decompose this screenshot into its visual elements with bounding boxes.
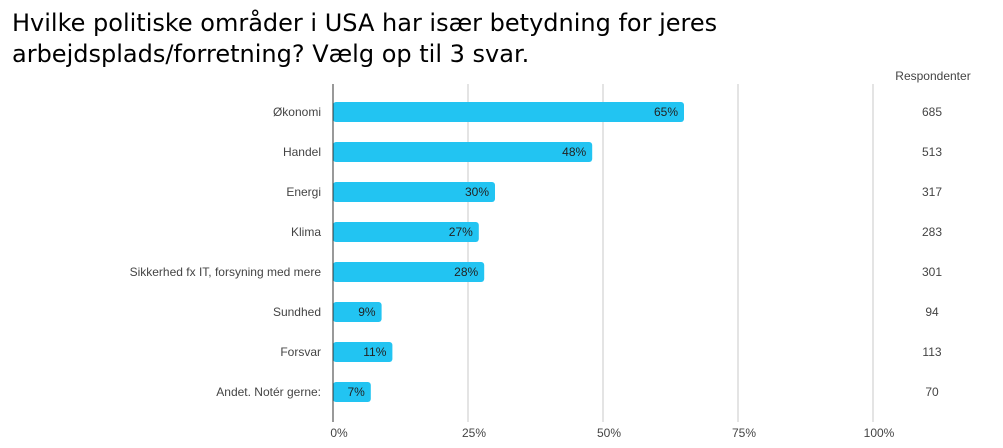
category-label-7: Andet. Notér gerne: — [216, 385, 321, 399]
respondents-value-6: 113 — [922, 345, 941, 359]
bar-2 — [333, 182, 495, 202]
bar-1 — [333, 142, 593, 162]
respondents-value-1: 513 — [922, 145, 942, 159]
respondents-value-2: 317 — [922, 185, 942, 199]
data-label-3: 27% — [449, 225, 473, 239]
data-label-0: 65% — [654, 105, 678, 119]
x-tick-label-0: 0% — [330, 426, 348, 440]
category-label-3: Klima — [291, 225, 321, 239]
data-label-1: 48% — [562, 145, 586, 159]
data-label-4: 28% — [454, 265, 478, 279]
category-label-4: Sikkerhed fx IT, forsyning med mere — [130, 265, 322, 279]
respondents-value-3: 283 — [922, 225, 942, 239]
data-label-5: 9% — [358, 305, 376, 319]
data-label-6: 11% — [363, 345, 386, 359]
respondents-value-7: 70 — [925, 385, 939, 399]
category-label-6: Forsvar — [280, 345, 321, 359]
respondents-value-5: 94 — [925, 305, 939, 319]
bar-0 — [333, 102, 684, 122]
respondents-value-0: 685 — [922, 105, 942, 119]
bar-3 — [333, 222, 479, 242]
category-label-2: Energi — [286, 185, 321, 199]
category-label-5: Sundhed — [273, 305, 321, 319]
bar-5 — [333, 302, 382, 322]
x-tick-label-100: 100% — [864, 426, 895, 440]
category-label-0: Økonomi — [273, 105, 321, 119]
x-tick-label-25: 25% — [462, 426, 486, 440]
x-tick-label-75: 75% — [732, 426, 756, 440]
bar-4 — [333, 262, 485, 282]
chart-title: Hvilke politiske områder i USA har især … — [12, 9, 718, 68]
data-label-7: 7% — [347, 385, 365, 399]
data-label-2: 30% — [465, 185, 489, 199]
x-tick-label-50: 50% — [597, 426, 621, 440]
respondents-header: Respondenter — [895, 69, 971, 83]
respondents-value-4: 301 — [922, 265, 942, 279]
bar-6 — [333, 342, 393, 362]
category-label-1: Handel — [283, 145, 321, 159]
bar-7 — [333, 382, 371, 402]
